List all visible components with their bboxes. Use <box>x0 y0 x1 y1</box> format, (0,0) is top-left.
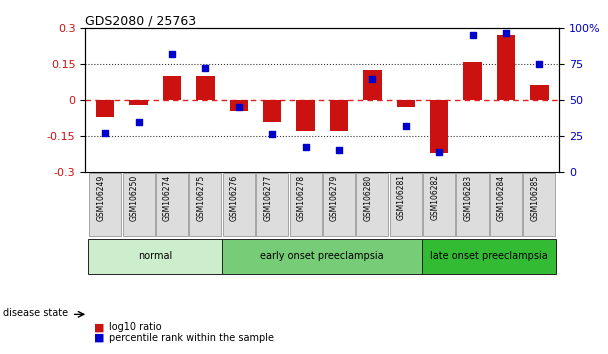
FancyBboxPatch shape <box>123 173 154 236</box>
Bar <box>497 35 515 100</box>
FancyBboxPatch shape <box>156 173 188 236</box>
Point <box>434 149 444 155</box>
Text: GSM106280: GSM106280 <box>364 175 372 221</box>
Point <box>334 147 344 153</box>
Text: GSM106275: GSM106275 <box>196 175 206 221</box>
FancyBboxPatch shape <box>457 173 489 236</box>
Bar <box>263 100 282 121</box>
Point <box>301 144 311 150</box>
Text: GSM106274: GSM106274 <box>163 175 172 221</box>
Text: GSM106283: GSM106283 <box>463 175 472 221</box>
Bar <box>96 100 114 117</box>
Bar <box>296 100 315 131</box>
Text: ■: ■ <box>94 333 105 343</box>
FancyBboxPatch shape <box>490 173 522 236</box>
Text: normal: normal <box>138 251 173 261</box>
Text: GSM106250: GSM106250 <box>130 175 139 221</box>
FancyBboxPatch shape <box>356 173 389 236</box>
Point <box>134 119 143 124</box>
FancyBboxPatch shape <box>222 239 423 274</box>
Text: ■: ■ <box>94 322 105 332</box>
FancyBboxPatch shape <box>223 173 255 236</box>
Point <box>501 30 511 35</box>
FancyBboxPatch shape <box>423 239 556 274</box>
Bar <box>130 100 148 105</box>
Text: GSM106285: GSM106285 <box>530 175 539 221</box>
Text: GSM106284: GSM106284 <box>497 175 506 221</box>
FancyBboxPatch shape <box>523 173 555 236</box>
Bar <box>363 70 382 100</box>
FancyBboxPatch shape <box>323 173 355 236</box>
Text: GSM106282: GSM106282 <box>430 175 439 221</box>
Point <box>367 76 377 81</box>
Point <box>401 123 410 129</box>
Text: GSM106277: GSM106277 <box>263 175 272 221</box>
FancyBboxPatch shape <box>289 173 322 236</box>
Point <box>534 61 544 67</box>
Point <box>268 132 277 137</box>
Bar <box>530 85 548 100</box>
Text: percentile rank within the sample: percentile rank within the sample <box>109 333 274 343</box>
Text: GSM106249: GSM106249 <box>96 175 105 221</box>
Point <box>234 104 244 110</box>
FancyBboxPatch shape <box>256 173 288 236</box>
FancyBboxPatch shape <box>423 173 455 236</box>
Point <box>167 51 177 57</box>
FancyBboxPatch shape <box>390 173 422 236</box>
Text: log10 ratio: log10 ratio <box>109 322 162 332</box>
Point <box>201 65 210 71</box>
Text: GSM106279: GSM106279 <box>330 175 339 221</box>
Text: GSM106281: GSM106281 <box>397 175 406 221</box>
Bar <box>430 100 448 153</box>
Point <box>468 33 477 38</box>
Bar <box>196 76 215 100</box>
Bar <box>230 100 248 111</box>
FancyBboxPatch shape <box>189 173 221 236</box>
Text: GDS2080 / 25763: GDS2080 / 25763 <box>85 14 196 27</box>
Bar <box>396 100 415 107</box>
Point <box>100 130 110 136</box>
Text: early onset preeclampsia: early onset preeclampsia <box>260 251 384 261</box>
FancyBboxPatch shape <box>88 239 222 274</box>
FancyBboxPatch shape <box>89 173 121 236</box>
Text: GSM106278: GSM106278 <box>297 175 306 221</box>
Text: GSM106276: GSM106276 <box>230 175 239 221</box>
Text: late onset preeclampsia: late onset preeclampsia <box>430 251 548 261</box>
Bar <box>463 62 482 100</box>
Bar <box>163 76 181 100</box>
Text: disease state: disease state <box>3 308 68 318</box>
Bar <box>330 100 348 131</box>
